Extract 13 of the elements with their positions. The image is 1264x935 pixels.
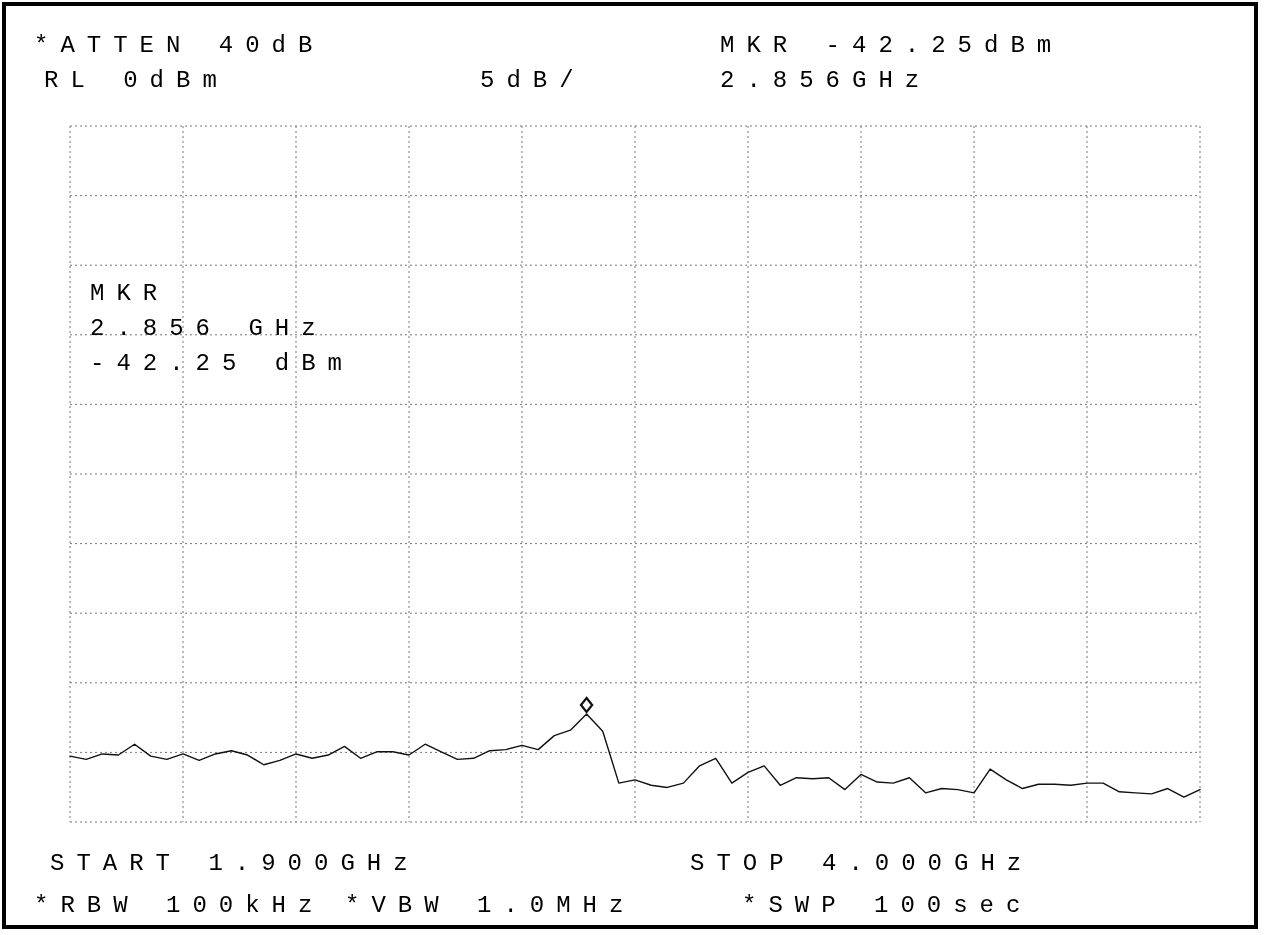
text: 5dB/: [480, 67, 586, 94]
text: *VBW 1.0MHz: [345, 892, 636, 919]
text: 2.856GHz: [720, 67, 932, 94]
text: -42.25 dBm: [90, 350, 355, 377]
text: STOP 4.000GHz: [690, 850, 1034, 877]
text: *RBW 100kHz: [34, 892, 325, 919]
text: 2.856 GHz: [90, 315, 328, 342]
text: START 1.900GHz: [50, 850, 420, 877]
text: RL 0dBm: [44, 67, 229, 94]
text: *SWP 100sec: [742, 892, 1033, 919]
text: MKR -42.25dBm: [720, 32, 1064, 59]
text: MKR: [90, 280, 170, 307]
text: *ATTEN 40dB: [34, 32, 325, 59]
